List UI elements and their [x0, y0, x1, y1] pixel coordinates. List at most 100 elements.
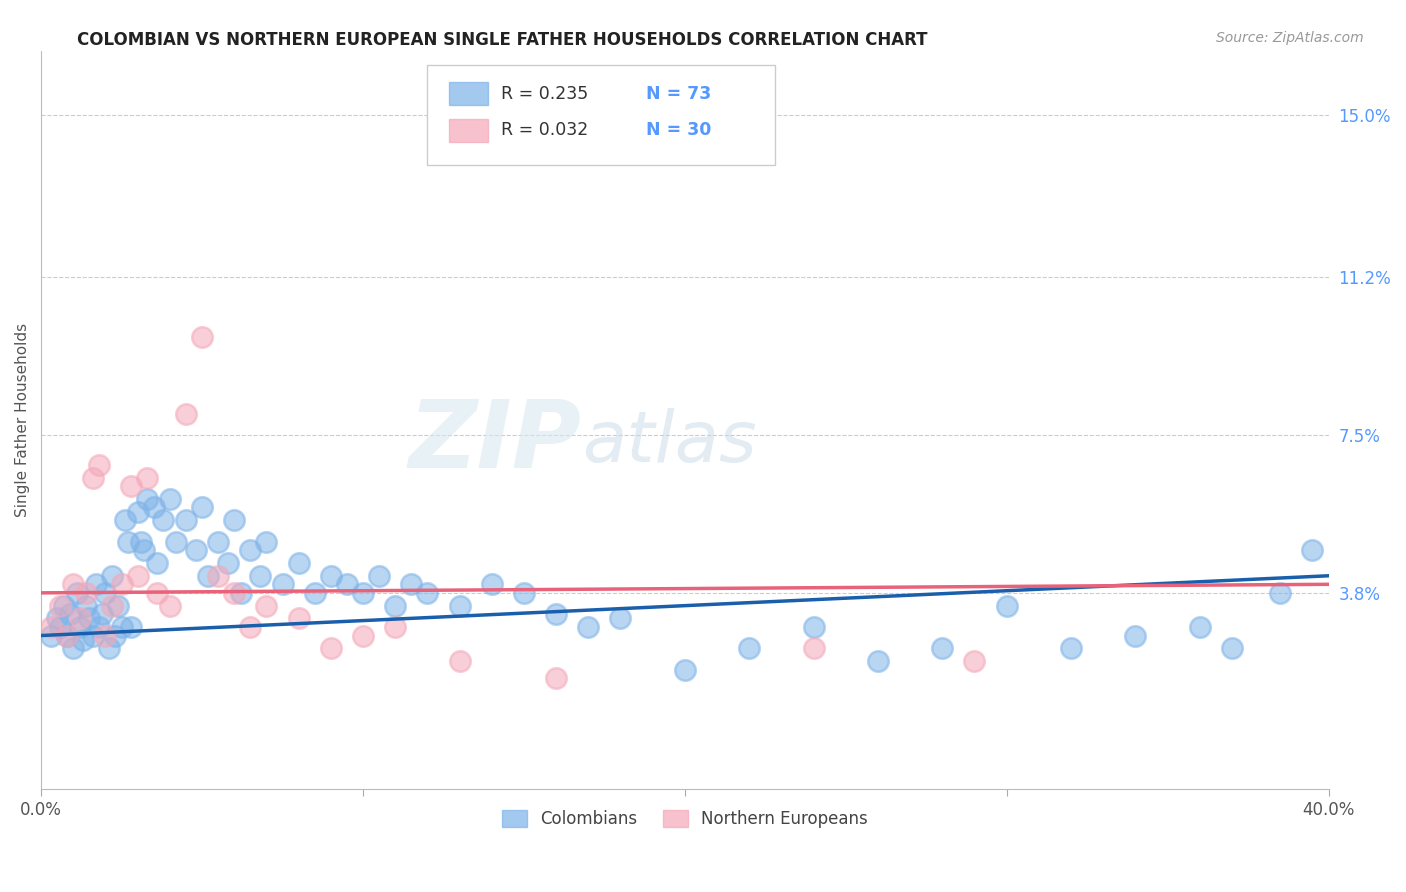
Point [114, 513, 136, 527]
Point [254, 534, 277, 549]
Point [481, 577, 503, 591]
Point [336, 577, 359, 591]
Point [239, 620, 262, 634]
Point [79, 611, 101, 625]
Point [449, 599, 471, 613]
Point [931, 641, 953, 656]
Point [82, 470, 104, 484]
Point [104, 628, 127, 642]
Point [101, 568, 124, 582]
Point [117, 534, 139, 549]
Point [136, 470, 159, 484]
Point [159, 491, 181, 506]
Point [803, 620, 825, 634]
Point [319, 641, 342, 656]
Point [56, 628, 79, 642]
Point [271, 577, 294, 591]
Point [165, 534, 187, 549]
Point [191, 329, 214, 343]
Bar [450, 120, 488, 142]
Point [46, 611, 69, 625]
Point [249, 568, 271, 582]
Point [94, 628, 117, 642]
Text: N = 30: N = 30 [647, 121, 711, 139]
Point [368, 568, 391, 582]
Point [287, 556, 309, 570]
Point [1060, 641, 1083, 656]
Point [127, 505, 149, 519]
Point [963, 654, 986, 668]
Point [97, 641, 120, 656]
Point [224, 586, 246, 600]
Point [449, 654, 471, 668]
Point [229, 586, 252, 600]
Point [995, 599, 1018, 613]
Legend: Colombians, Northern Europeans: Colombians, Northern Europeans [494, 801, 876, 837]
Point [49, 620, 72, 634]
Point [174, 407, 197, 421]
Point [866, 654, 889, 668]
Point [72, 632, 94, 647]
Point [127, 568, 149, 582]
Point [1125, 628, 1147, 642]
Point [52, 599, 75, 613]
Point [120, 620, 142, 634]
Point [91, 607, 114, 622]
Point [62, 641, 84, 656]
Point [159, 599, 181, 613]
Text: Source: ZipAtlas.com: Source: ZipAtlas.com [1216, 31, 1364, 45]
Point [1301, 543, 1323, 558]
Point [207, 568, 229, 582]
Point [1270, 586, 1292, 600]
Point [352, 586, 374, 600]
Point [39, 620, 62, 634]
Point [110, 620, 132, 634]
Point [75, 586, 97, 600]
Point [132, 543, 155, 558]
Point [546, 607, 568, 622]
Point [384, 599, 406, 613]
Point [59, 607, 82, 622]
Point [197, 568, 219, 582]
FancyBboxPatch shape [427, 65, 775, 165]
Point [546, 671, 568, 685]
Point [39, 628, 62, 642]
Point [75, 599, 97, 613]
Point [56, 628, 79, 642]
Point [254, 599, 277, 613]
Point [609, 611, 631, 625]
Point [152, 513, 174, 527]
Point [69, 611, 91, 625]
Point [87, 458, 110, 472]
Point [146, 556, 169, 570]
Point [673, 663, 696, 677]
Point [62, 577, 84, 591]
Point [399, 577, 422, 591]
Point [84, 577, 107, 591]
Point [174, 513, 197, 527]
Text: COLOMBIAN VS NORTHERN EUROPEAN SINGLE FATHER HOUSEHOLDS CORRELATION CHART: COLOMBIAN VS NORTHERN EUROPEAN SINGLE FA… [77, 31, 928, 49]
Point [217, 556, 239, 570]
Point [287, 611, 309, 625]
Point [146, 586, 169, 600]
Point [184, 543, 207, 558]
Point [384, 620, 406, 634]
Text: atlas: atlas [582, 408, 756, 476]
Bar [450, 82, 488, 104]
Point [101, 599, 124, 613]
Point [513, 586, 536, 600]
Point [191, 500, 214, 515]
Point [107, 599, 129, 613]
Point [82, 628, 104, 642]
Point [142, 500, 165, 515]
Point [69, 620, 91, 634]
Point [352, 628, 374, 642]
Y-axis label: Single Father Households: Single Father Households [15, 323, 30, 517]
Point [49, 599, 72, 613]
Point [319, 568, 342, 582]
Point [738, 641, 761, 656]
Point [94, 586, 117, 600]
Text: R = 0.235: R = 0.235 [501, 85, 588, 103]
Text: N = 73: N = 73 [647, 85, 711, 103]
Point [576, 620, 599, 634]
